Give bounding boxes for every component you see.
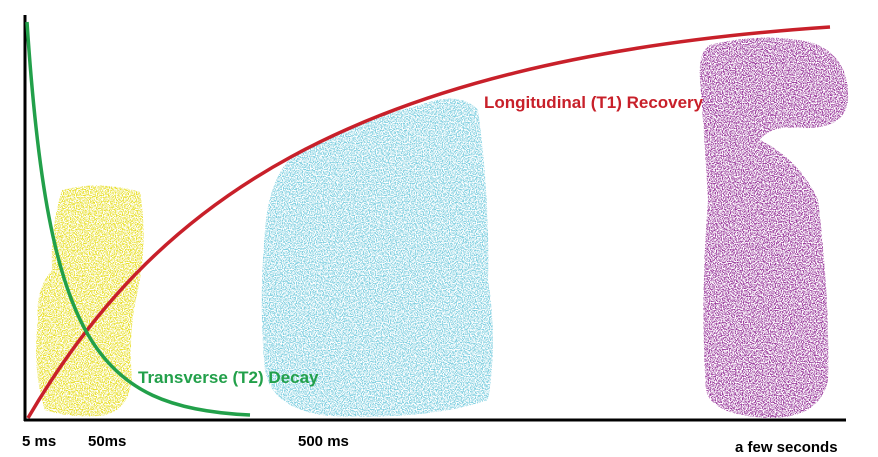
axis-label: a few seconds	[735, 439, 838, 456]
purple-tissue	[699, 37, 849, 419]
cyan-tissue	[261, 98, 493, 417]
t1-label: Longitudinal (T1) Recovery	[484, 93, 704, 112]
yellow-tissue	[36, 185, 144, 417]
axis-label: 500 ms	[298, 433, 349, 450]
t2-curve	[25, 21, 251, 417]
axis-label: 50ms	[88, 433, 126, 450]
t2-label: Transverse (T2) Decay	[138, 368, 319, 387]
axis-label: 5 ms	[22, 433, 56, 450]
